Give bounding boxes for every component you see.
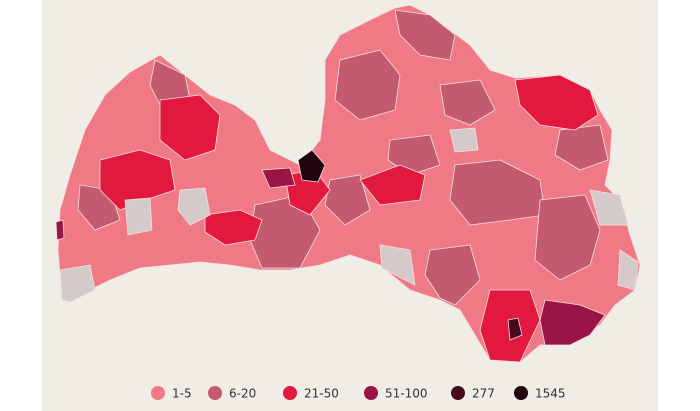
region <box>617 249 639 291</box>
legend-label: 277 <box>472 387 495 401</box>
region <box>589 189 629 226</box>
legend-swatch <box>151 386 165 400</box>
region <box>424 244 481 306</box>
region <box>204 209 263 246</box>
map-regions <box>55 4 641 363</box>
region <box>59 264 96 303</box>
region <box>99 149 176 211</box>
region <box>159 94 221 161</box>
region <box>334 49 401 121</box>
legend-swatch <box>364 386 378 400</box>
legend-label: 51-100 <box>385 387 428 401</box>
region <box>324 174 371 226</box>
region <box>394 9 456 61</box>
legend-swatch <box>514 386 528 400</box>
region <box>554 124 609 171</box>
region <box>534 194 601 281</box>
region <box>514 74 599 131</box>
legend-swatch <box>208 386 222 400</box>
region <box>379 244 416 286</box>
region <box>297 149 326 183</box>
region <box>507 317 523 341</box>
legend: 1-5 6-20 21-50 51-100 277 1545 <box>151 386 566 401</box>
region <box>359 164 426 206</box>
region <box>439 79 496 126</box>
legend-label: 1545 <box>535 387 566 401</box>
region <box>449 159 546 226</box>
region <box>449 127 479 153</box>
legend-swatch <box>451 386 465 400</box>
legend-label: 21-50 <box>304 387 339 401</box>
region <box>539 299 606 346</box>
region <box>124 197 153 236</box>
legend-label: 6-20 <box>229 387 256 401</box>
legend-swatch <box>283 386 297 400</box>
region <box>55 219 65 241</box>
region <box>177 187 211 226</box>
region <box>261 167 296 189</box>
legend-label: 1-5 <box>172 387 192 401</box>
